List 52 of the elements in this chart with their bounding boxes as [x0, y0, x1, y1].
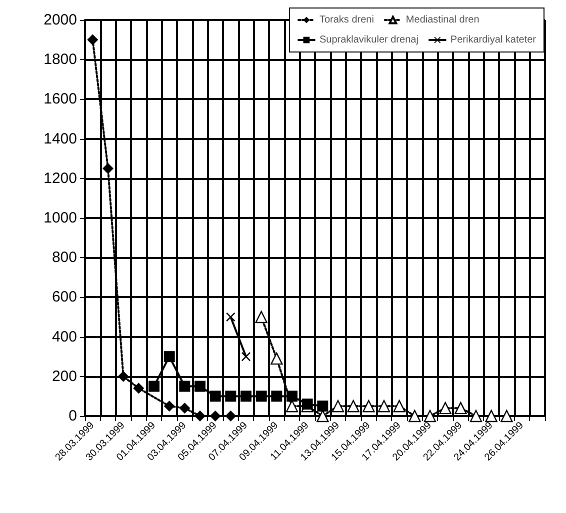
point: [210, 390, 221, 402]
point: [194, 380, 206, 392]
y-tick-label: 2000: [44, 12, 77, 28]
point: [225, 410, 236, 422]
y-tick-label: 1400: [44, 130, 77, 148]
legend-label: Perikardiyal kateter: [450, 34, 537, 46]
point: [424, 410, 436, 422]
y-tick-label: 400: [52, 328, 77, 346]
point: [271, 390, 282, 402]
point: [102, 163, 114, 174]
point: [500, 410, 513, 422]
point: [454, 402, 467, 414]
point: [164, 351, 175, 362]
y-tick-label: 600: [52, 288, 77, 306]
point: [347, 400, 360, 412]
point: [118, 370, 129, 382]
y-tick-label: 1000: [44, 210, 77, 226]
point: [317, 400, 328, 412]
point: [225, 390, 236, 402]
y-tick-label: 1800: [44, 51, 77, 68]
point: [439, 402, 452, 414]
point: [332, 400, 344, 412]
legend-label: Supraklavikuler drenaj: [319, 34, 418, 46]
point: [164, 400, 175, 412]
y-tick-label: 1200: [44, 170, 77, 187]
point: [256, 390, 267, 402]
point: [210, 410, 221, 422]
point: [286, 400, 298, 412]
point: [302, 398, 313, 410]
point: [286, 390, 298, 402]
y-tick-label: 200: [52, 368, 77, 385]
point: [485, 410, 498, 422]
y-tick-label: 800: [52, 249, 77, 266]
y-tick-label: 1600: [44, 90, 77, 108]
point: [179, 380, 190, 392]
point: [408, 410, 421, 422]
point: [362, 400, 375, 412]
point: [179, 402, 190, 414]
point: [194, 410, 206, 422]
point: [378, 400, 390, 412]
point: [87, 34, 98, 46]
point: [133, 382, 144, 394]
point: [240, 390, 252, 402]
legend-label: Toraks dreni: [319, 14, 374, 26]
point: [270, 352, 283, 365]
point: [148, 380, 160, 392]
point: [255, 310, 268, 324]
point: [470, 410, 482, 422]
legend-label: Mediastinal dren: [406, 14, 480, 26]
point: [226, 312, 236, 322]
y-tick-label: 0: [68, 408, 77, 424]
point: [393, 400, 406, 412]
